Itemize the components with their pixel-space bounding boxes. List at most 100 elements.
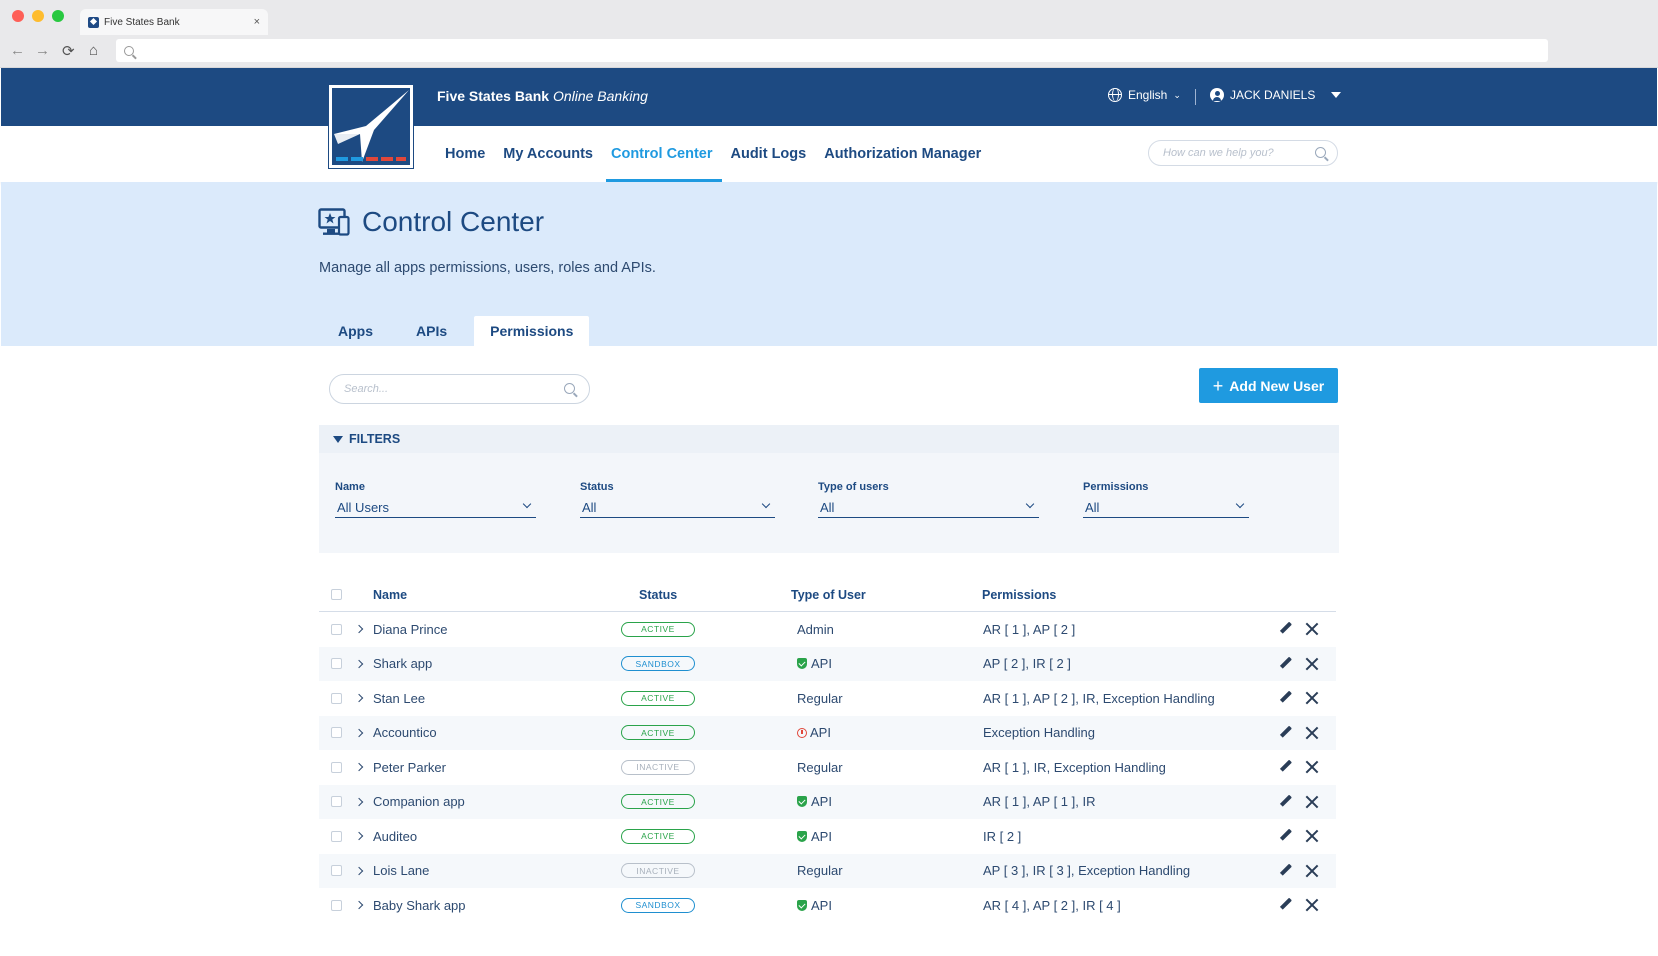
edit-icon[interactable] [1279, 726, 1293, 740]
row-checkbox[interactable] [331, 899, 342, 911]
table-row: Lois Lane INACTIVE Regular AP [ 3 ], IR … [319, 853, 1336, 888]
delete-icon[interactable] [1305, 622, 1319, 636]
status-badge: SANDBOX [621, 897, 695, 913]
edit-icon[interactable] [1279, 657, 1293, 671]
delete-icon[interactable] [1305, 864, 1319, 878]
status-badge: ACTIVE [621, 690, 695, 706]
chevron-right-icon[interactable] [354, 797, 364, 806]
filter-type-label: Type of users [818, 481, 889, 493]
chevron-right-icon[interactable] [354, 625, 364, 634]
chevron-down-icon [522, 499, 532, 509]
forward-arrow-icon[interactable]: → [35, 42, 50, 59]
tab-apps[interactable]: Apps [338, 323, 373, 339]
delete-icon[interactable] [1305, 657, 1319, 671]
delete-icon[interactable] [1305, 829, 1319, 843]
filter-status-value: All [582, 500, 597, 515]
nav-audit-logs[interactable]: Audit Logs [730, 146, 807, 162]
tab-permissions[interactable]: Permissions [474, 316, 590, 346]
browser-tab[interactable]: Five States Bank × [80, 9, 268, 35]
close-window-button[interactable] [12, 10, 24, 22]
bank-logo[interactable] [329, 85, 413, 168]
filter-type-select[interactable]: All [818, 498, 1039, 518]
filter-permissions-select[interactable]: All [1083, 498, 1249, 518]
nav-control-center[interactable]: Control Center [602, 126, 722, 182]
edit-icon[interactable] [1279, 691, 1293, 705]
user-menu[interactable]: JACK DANIELS [1210, 88, 1342, 102]
edit-icon[interactable] [1279, 760, 1293, 774]
column-name[interactable]: Name [373, 587, 408, 602]
row-type: Admin [797, 612, 834, 647]
help-search-input[interactable]: How can we help you? [1148, 140, 1338, 166]
delete-icon[interactable] [1305, 726, 1319, 740]
status-badge: SANDBOX [621, 656, 695, 672]
filter-name-select[interactable]: All Users [335, 498, 536, 518]
tab-close-icon[interactable]: × [253, 16, 260, 28]
nav-my-accounts[interactable]: My Accounts [503, 146, 593, 162]
row-checkbox[interactable] [331, 727, 342, 739]
row-checkbox[interactable] [331, 830, 342, 842]
language-selector[interactable]: English ⌄ [1108, 88, 1181, 102]
chevron-right-icon[interactable] [354, 728, 364, 737]
edit-icon[interactable] [1279, 829, 1293, 843]
edit-icon[interactable] [1279, 795, 1293, 809]
column-type-of-user[interactable]: Type of User [791, 587, 866, 602]
tab-apis[interactable]: APIs [416, 323, 448, 339]
delete-icon[interactable] [1305, 760, 1319, 774]
filter-status-select[interactable]: All [580, 498, 775, 518]
chevron-right-icon[interactable] [354, 866, 364, 875]
reload-icon[interactable]: ⟳ [62, 43, 75, 60]
user-icon [1210, 88, 1224, 102]
edit-icon[interactable] [1279, 622, 1293, 636]
row-type-label: Regular [797, 863, 843, 879]
row-checkbox[interactable] [331, 692, 342, 704]
brand-name: Five States Bank Online Banking [437, 88, 648, 104]
nav-home[interactable]: Home [445, 146, 486, 162]
home-icon[interactable]: ⌂ [89, 42, 99, 59]
row-checkbox[interactable] [331, 796, 342, 808]
filter-permissions-value: All [1085, 500, 1100, 515]
favicon-icon [88, 16, 99, 28]
search-input[interactable]: Search... [329, 374, 590, 404]
minimize-window-button[interactable] [32, 10, 44, 22]
row-type-label: API [811, 794, 832, 810]
row-permissions: AP [ 2 ], IR [ 2 ] [983, 656, 1071, 672]
row-checkbox[interactable] [331, 761, 342, 773]
edit-icon[interactable] [1279, 898, 1293, 912]
edit-icon[interactable] [1279, 864, 1293, 878]
row-type-label: Regular [797, 690, 843, 706]
back-arrow-icon[interactable]: ← [10, 42, 25, 59]
chevron-right-icon[interactable] [354, 832, 364, 841]
search-icon[interactable] [564, 383, 575, 394]
delete-icon[interactable] [1305, 691, 1319, 705]
row-checkbox[interactable] [331, 658, 342, 670]
delete-icon[interactable] [1305, 795, 1319, 809]
address-bar[interactable] [116, 39, 1548, 62]
select-all-checkbox[interactable] [331, 589, 342, 600]
chevron-right-icon[interactable] [354, 901, 364, 910]
search-icon[interactable] [1315, 147, 1326, 158]
delete-icon[interactable] [1305, 898, 1319, 912]
maximize-window-button[interactable] [52, 10, 64, 22]
column-permissions[interactable]: Permissions [982, 587, 1057, 602]
row-checkbox[interactable] [331, 865, 342, 877]
page-title: Control Center [362, 206, 545, 237]
filters-toggle[interactable]: FILTERS [319, 425, 1339, 453]
chevron-right-icon[interactable] [354, 659, 364, 668]
help-search-placeholder: How can we help you? [1163, 147, 1274, 159]
row-type-label: API [811, 656, 832, 672]
column-status[interactable]: Status [639, 587, 678, 602]
row-type: API [797, 819, 832, 854]
row-type: Regular [797, 681, 843, 716]
nav-authorization-manager[interactable]: Authorization Manager [824, 146, 982, 162]
filters-panel: FILTERS Name All Users Status All Type o… [319, 425, 1339, 553]
brand-suffix: Online Banking [552, 88, 648, 104]
row-name: Companion app [373, 794, 465, 810]
tab-title: Five States Bank [104, 16, 180, 28]
chevron-right-icon[interactable] [354, 694, 364, 703]
row-checkbox[interactable] [331, 623, 342, 635]
add-new-user-button[interactable]: + Add New User [1199, 368, 1338, 403]
chevron-right-icon[interactable] [354, 763, 364, 772]
content-tabs: Apps APIs Permissions [322, 316, 600, 346]
chevron-down-icon: ⌄ [1173, 89, 1181, 100]
row-permissions: AP [ 3 ], IR [ 3 ], Exception Handling [983, 863, 1191, 879]
